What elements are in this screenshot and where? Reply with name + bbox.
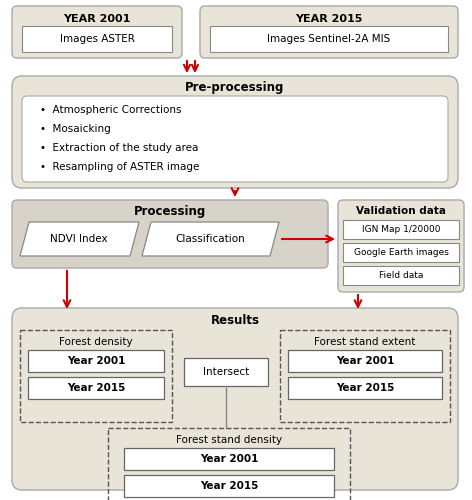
- Bar: [288, 377, 442, 399]
- Bar: [343, 243, 459, 262]
- Text: •  Extraction of the study area: • Extraction of the study area: [40, 143, 198, 153]
- Text: •  Mosaicking: • Mosaicking: [40, 124, 111, 134]
- Bar: [288, 350, 442, 372]
- Text: Forest stand extent: Forest stand extent: [314, 337, 416, 347]
- Bar: [210, 26, 448, 52]
- Bar: [343, 266, 459, 285]
- Text: Year 2015: Year 2015: [67, 383, 125, 393]
- FancyBboxPatch shape: [22, 96, 448, 182]
- FancyBboxPatch shape: [12, 308, 458, 490]
- Text: IGN Map 1/20000: IGN Map 1/20000: [362, 225, 440, 234]
- Bar: [124, 475, 334, 497]
- Text: Processing: Processing: [134, 206, 206, 218]
- Bar: [280, 330, 450, 422]
- Text: •  Resampling of ASTER image: • Resampling of ASTER image: [40, 162, 199, 172]
- FancyBboxPatch shape: [12, 200, 328, 268]
- Bar: [20, 330, 172, 422]
- Bar: [28, 350, 164, 372]
- Bar: [184, 358, 268, 386]
- Text: YEAR 2001: YEAR 2001: [63, 14, 131, 24]
- Text: Images ASTER: Images ASTER: [59, 34, 135, 44]
- Text: Google Earth images: Google Earth images: [354, 248, 448, 257]
- Text: Images Sentinel-2A MIS: Images Sentinel-2A MIS: [267, 34, 391, 44]
- Text: Classification: Classification: [175, 234, 245, 244]
- FancyBboxPatch shape: [12, 6, 182, 58]
- Text: Field data: Field data: [379, 271, 423, 280]
- Bar: [108, 428, 350, 500]
- Text: YEAR 2015: YEAR 2015: [295, 14, 362, 24]
- Bar: [124, 448, 334, 470]
- FancyBboxPatch shape: [338, 200, 464, 292]
- Text: Year 2015: Year 2015: [200, 481, 258, 491]
- Bar: [28, 377, 164, 399]
- Text: Intersect: Intersect: [203, 367, 249, 377]
- Text: Pre-processing: Pre-processing: [185, 82, 285, 94]
- Bar: [22, 26, 172, 52]
- FancyBboxPatch shape: [200, 6, 458, 58]
- Text: Year 2001: Year 2001: [200, 454, 258, 464]
- Polygon shape: [142, 222, 279, 256]
- Bar: [343, 220, 459, 239]
- Text: NDVI Index: NDVI Index: [50, 234, 108, 244]
- Text: Year 2001: Year 2001: [336, 356, 394, 366]
- Text: Forest density: Forest density: [59, 337, 133, 347]
- Text: Year 2001: Year 2001: [67, 356, 125, 366]
- Text: Year 2015: Year 2015: [336, 383, 394, 393]
- Text: •  Atmospheric Corrections: • Atmospheric Corrections: [40, 105, 182, 115]
- Polygon shape: [20, 222, 139, 256]
- Text: Forest stand density: Forest stand density: [176, 435, 282, 445]
- Text: Validation data: Validation data: [356, 206, 446, 216]
- Text: Results: Results: [211, 314, 260, 328]
- FancyBboxPatch shape: [12, 76, 458, 188]
